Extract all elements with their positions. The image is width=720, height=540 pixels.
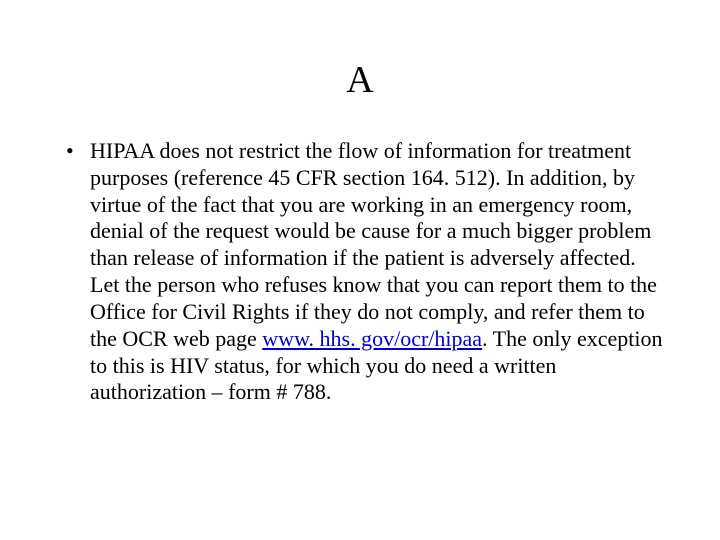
bullet-list: HIPAA does not restrict the flow of info… xyxy=(56,138,664,406)
bullet-item: HIPAA does not restrict the flow of info… xyxy=(56,138,664,406)
slide: A HIPAA does not restrict the flow of in… xyxy=(0,58,720,540)
slide-body: HIPAA does not restrict the flow of info… xyxy=(0,138,720,406)
ocr-hipaa-link[interactable]: www. hhs. gov/ocr/hipaa xyxy=(262,326,482,351)
slide-title: A xyxy=(0,58,720,102)
bullet-text-1: HIPAA does not restrict the flow of info… xyxy=(90,138,657,351)
